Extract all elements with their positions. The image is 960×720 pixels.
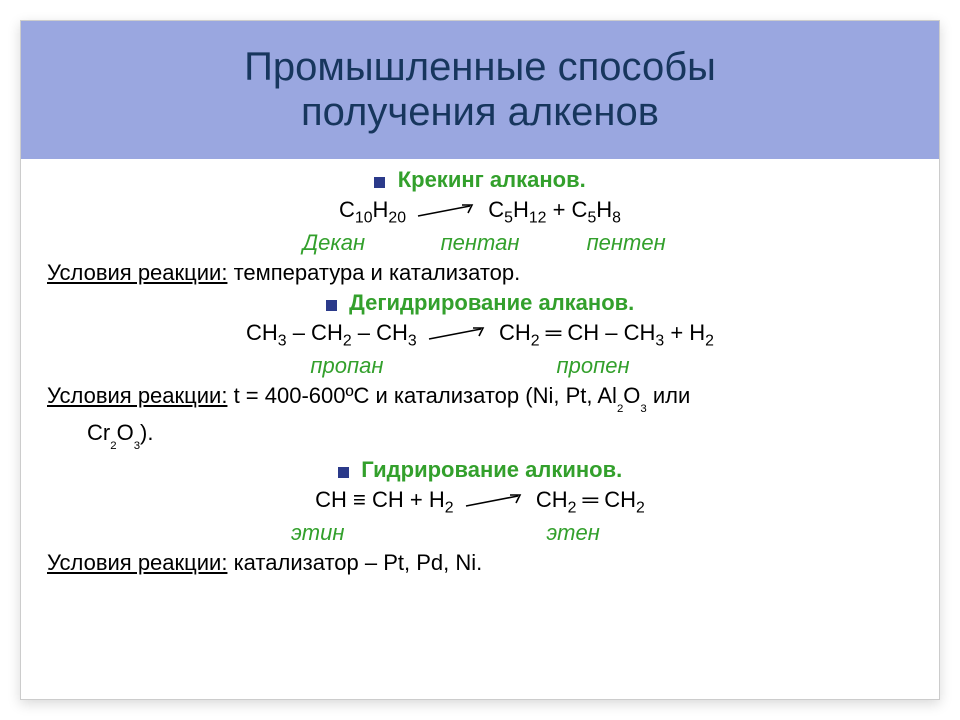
- conditions-3: Условия реакции: катализатор – Pt, Pd, N…: [21, 548, 939, 578]
- labels-2: пропан пропен: [21, 351, 939, 381]
- labels-1: Декан пентан пентен: [21, 228, 939, 258]
- labels-3: этин этен: [21, 518, 939, 548]
- conditions-2: Условия реакции: t = 400-600ºС и катализ…: [21, 381, 939, 418]
- equation-2: CH3 – CH2 – CH3 CH2 ═ CH – CH3 + H2: [21, 318, 939, 352]
- slide-title: Промышленные способы получения алкенов: [21, 21, 939, 159]
- section-heading-2: Дегидрирование алканов.: [21, 288, 939, 318]
- section-heading-3: Гидрирование алкинов.: [21, 455, 939, 485]
- arrow-icon: [464, 492, 526, 510]
- arrow-icon: [427, 325, 489, 343]
- title-line-2: получения алкенов: [301, 90, 659, 134]
- conditions-1: Условия реакции: температура и катализат…: [21, 258, 939, 288]
- bullet-icon: [326, 300, 337, 311]
- title-line-1: Промышленные способы: [244, 45, 716, 89]
- arrow-icon: [416, 202, 478, 220]
- bullet-icon: [338, 467, 349, 478]
- equation-3: CH ≡ CH + H2 CH2 ═ CH2: [21, 485, 939, 519]
- slide-body: Крекинг алканов. C10H20 C5H12 + C5H8 Дек…: [21, 159, 939, 578]
- equation-1: C10H20 C5H12 + C5H8: [21, 195, 939, 229]
- slide: Промышленные способы получения алкенов К…: [20, 20, 940, 700]
- bullet-icon: [374, 177, 385, 188]
- section-heading-1: Крекинг алканов.: [21, 165, 939, 195]
- conditions-2-line2: Cr2O3).: [21, 418, 939, 455]
